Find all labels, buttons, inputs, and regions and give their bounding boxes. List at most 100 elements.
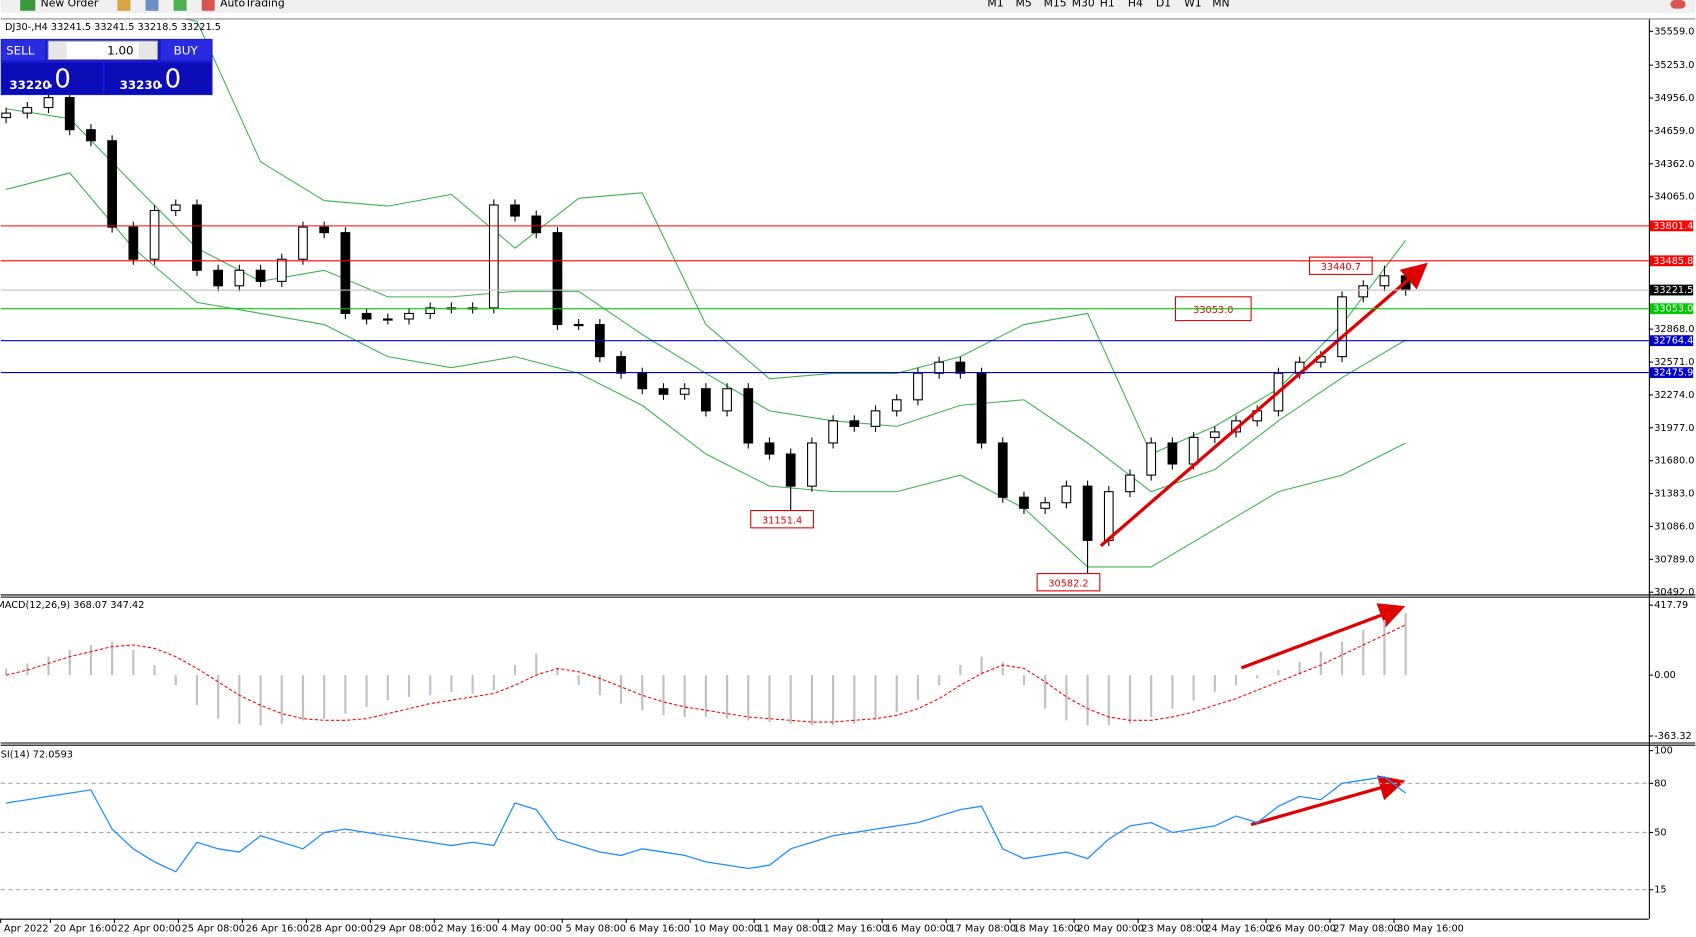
candle-body <box>1082 485 1093 541</box>
candle-body <box>955 361 966 374</box>
y-tick-label: 34956.0 <box>1654 93 1694 104</box>
candle-body <box>319 226 330 234</box>
timeframe-button[interactable]: M5 <box>1016 0 1032 9</box>
new-order-button[interactable]: New Order <box>41 0 99 9</box>
auto-trading-button[interactable]: AutoTrading <box>220 0 285 9</box>
overlay: 33440.7 33053.0 31151.4 30582.2 <box>750 256 1373 592</box>
x-tick-label: 28 Apr 00:00 <box>310 923 373 934</box>
bollinger-band <box>5 172 1406 568</box>
candle-body <box>870 410 881 427</box>
candle-body <box>658 388 669 395</box>
x-tick-label: 26 Apr 16:00 <box>246 923 309 934</box>
candle-body <box>1019 496 1029 509</box>
x-tick-label: 22 Apr 00:00 <box>118 923 181 934</box>
y-tick-label: 32868.0 <box>1654 324 1694 335</box>
candle-body <box>255 269 266 282</box>
x-tick-label: 23 May 08:00 <box>1141 923 1208 934</box>
signal-line <box>5 624 1406 723</box>
toolbar-icon[interactable] <box>173 0 187 11</box>
candle-body <box>616 356 626 374</box>
candle-body <box>976 372 987 444</box>
level-tag <box>1649 335 1694 347</box>
candle-body <box>107 140 117 228</box>
candle-body <box>1337 296 1347 358</box>
new-order-icon[interactable] <box>20 0 36 11</box>
x-tick-label: 20 May 00:00 <box>1077 923 1144 934</box>
x-tick-label: 16 May 00:00 <box>885 923 952 934</box>
x-tick-label: 30 May 16:00 <box>1397 923 1464 934</box>
sell-button[interactable] <box>1 39 46 61</box>
y-tick-label: 34659.0 <box>1654 126 1694 137</box>
candle-body <box>404 312 414 320</box>
candle-body <box>361 312 372 320</box>
y-tick-label: 35559.0 <box>1654 26 1694 37</box>
candle-body <box>701 388 711 412</box>
indicator-title: SI(14) 72.0593 <box>1 749 73 760</box>
candle-body <box>764 442 775 455</box>
y-tick-label: 34065.0 <box>1654 192 1694 203</box>
candle-body <box>828 420 838 444</box>
candle-body <box>1358 285 1369 298</box>
chart-title: DJ30-,H4 33241.5 33241.5 33218.5 33221.5 <box>5 22 221 33</box>
timeframe-button[interactable]: W1 <box>1184 0 1202 9</box>
buy-price-box[interactable] <box>104 62 212 95</box>
x-tick-label: 25 Apr 08:00 <box>182 923 245 934</box>
buy-label: BUY <box>174 43 199 57</box>
candle-body <box>43 97 54 109</box>
candle-body <box>1125 474 1135 493</box>
candle-body <box>213 269 224 287</box>
candle-body <box>1209 431 1220 438</box>
candle-body <box>913 372 923 401</box>
volume-value: 1.00 <box>107 43 133 57</box>
timeframe-bar: M1 M5 M15 M30 H1 H4 D1 W1 MN <box>987 0 1229 9</box>
x-tick-label: 10 May 00:00 <box>693 923 760 934</box>
toolbar-icon[interactable] <box>145 0 159 11</box>
volume-down[interactable] <box>49 42 67 59</box>
timeframe-button[interactable]: H4 <box>1128 0 1143 9</box>
timeframe-button[interactable]: M30 <box>1072 0 1095 9</box>
candle-body <box>637 372 648 390</box>
buy-button[interactable] <box>160 39 212 61</box>
x-tick-label: 5 May 08:00 <box>565 923 625 934</box>
level-tag <box>1649 303 1694 315</box>
auto-trading-icon[interactable] <box>201 0 215 11</box>
candle-body <box>785 453 796 487</box>
current-price-label: 33221.5 <box>1653 285 1693 296</box>
candle-body <box>1188 436 1199 465</box>
level-label: 33053.0 <box>1653 304 1693 315</box>
y-tick-label: 50 <box>1654 827 1666 838</box>
candle-body <box>1167 442 1178 465</box>
volume-up[interactable] <box>139 42 157 59</box>
candle-body <box>276 258 287 282</box>
y-tick-label: 31977.0 <box>1654 423 1694 434</box>
candle-body <box>298 226 308 260</box>
x-tick-label: 11 May 08:00 <box>757 923 824 934</box>
candle-body <box>743 388 754 444</box>
y-tick-label: 100 <box>1654 746 1673 757</box>
timeframe-button[interactable]: D1 <box>1156 0 1171 9</box>
sell-price-box[interactable] <box>1 62 103 95</box>
volume-input[interactable] <box>47 40 158 60</box>
candle-body <box>997 442 1008 498</box>
candle-body <box>1 112 11 119</box>
candle-body <box>86 129 96 142</box>
candle-body <box>1061 485 1072 504</box>
candle-body <box>192 204 202 271</box>
level-label: 33485.8 <box>1653 256 1693 267</box>
candle-body <box>170 204 181 212</box>
candle-body <box>1146 442 1157 476</box>
toolbar-icon[interactable] <box>117 0 131 11</box>
timeframe-button[interactable]: M15 <box>1044 0 1067 9</box>
level-label: 32764.4 <box>1653 336 1693 347</box>
candle-body <box>128 226 139 260</box>
candle-body <box>531 215 542 234</box>
alert-icon[interactable] <box>1670 0 1686 9</box>
level-label: 32475.9 <box>1653 368 1693 379</box>
trend-arrow <box>1250 775 1406 827</box>
price-annotation: 33053.0 <box>1193 305 1233 316</box>
sell-price: 33220 <box>9 78 50 92</box>
timeframe-button[interactable]: M1 <box>987 0 1003 9</box>
timeframe-button[interactable]: H1 <box>1100 0 1115 9</box>
timeframe-button[interactable]: MN <box>1212 0 1229 9</box>
sell-price-fraction: .0 <box>46 64 71 94</box>
